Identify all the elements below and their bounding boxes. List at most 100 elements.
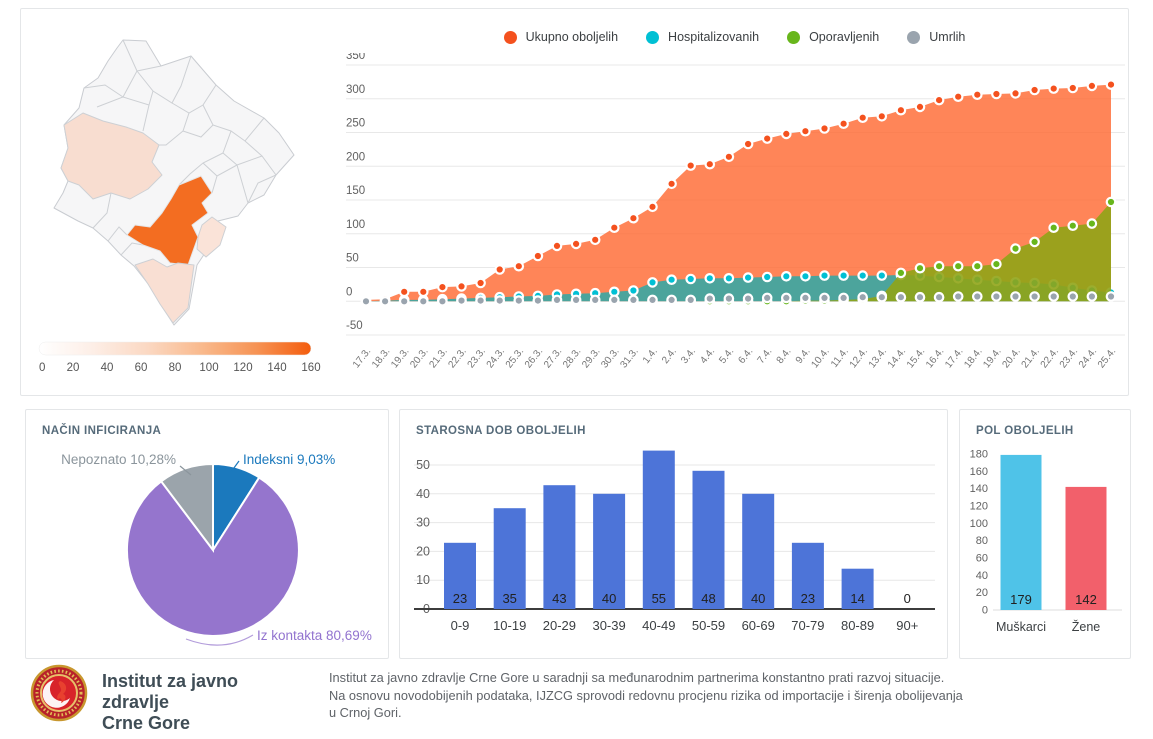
data-point: [723, 273, 735, 284]
x-axis-category-label: 20-29: [543, 618, 576, 633]
institute-name-line1: Institut za javno zdravlje: [102, 671, 239, 712]
data-point: [876, 110, 888, 122]
color-scale-tick: 80: [169, 362, 182, 374]
x-axis-label: 23.3.: [466, 346, 488, 370]
data-point: [857, 112, 868, 123]
map-region-bar-ulcinj[interactable]: [134, 258, 195, 324]
legend-dot: [503, 30, 517, 44]
data-point: [838, 292, 849, 304]
data-point: [895, 267, 907, 279]
x-axis-label: 19.4.: [981, 346, 1003, 370]
data-point: [398, 296, 410, 307]
municipal-borders: [83, 39, 277, 256]
bar-60-69[interactable]: [742, 493, 775, 609]
data-point: [914, 101, 926, 113]
legend-dot: [646, 30, 660, 44]
map-region-podgorica[interactable]: [126, 175, 213, 266]
data-point: [800, 125, 811, 137]
pie-slice-iz-kontakta[interactable]: [125, 476, 300, 637]
institute-description: Institut za javno zdravlje Crne Gore u s…: [329, 664, 963, 722]
color-scale-tick: 140: [267, 362, 286, 374]
y-axis-label: 0: [346, 286, 352, 298]
bar-value-label: 0: [904, 591, 911, 606]
data-point: [1086, 80, 1098, 92]
x-axis-label: 2.4.: [660, 346, 679, 366]
data-point: [418, 286, 429, 298]
x-axis-label: 14.4.: [886, 346, 908, 370]
bar-value-label: 55: [652, 591, 666, 606]
data-point: [933, 291, 945, 303]
x-axis-category-label: 50-59: [692, 618, 725, 633]
color-scale-tick: 60: [135, 362, 148, 374]
data-point: [971, 291, 983, 302]
data-point: [1067, 82, 1079, 94]
data-point: [1048, 83, 1059, 94]
data-point: [1010, 243, 1021, 254]
data-point: [1105, 196, 1117, 208]
data-point: [1086, 291, 1098, 302]
bar-value-label: 23: [453, 591, 467, 606]
data-point: [819, 270, 830, 281]
y-axis-label: 50: [346, 253, 359, 265]
data-point: [971, 260, 983, 272]
bar-70-79[interactable]: [791, 542, 824, 609]
y-axis-label: 140: [970, 483, 988, 495]
data-point: [895, 104, 907, 116]
data-point: [761, 292, 773, 304]
bar-10-19[interactable]: [493, 508, 526, 609]
data-point: [666, 178, 677, 190]
infection-mode-title: NAČIN INFICIRANJA: [42, 425, 162, 437]
bar-80-89[interactable]: [841, 568, 874, 609]
data-point: [456, 281, 467, 292]
pie-slice-nepoznato[interactable]: [159, 462, 214, 553]
legend-item[interactable]: Hospitalizovanih: [646, 30, 759, 44]
data-point: [1029, 236, 1040, 248]
data-point: [704, 158, 716, 170]
legend-item[interactable]: Ukupno oboljelih: [503, 30, 618, 44]
bar-value-label: 43: [552, 591, 566, 606]
x-axis-category-label: 90+: [896, 618, 918, 633]
data-point: [647, 294, 658, 306]
data-point: [742, 293, 754, 304]
pie-label-indeksni: Indeksni 9,03%: [243, 452, 335, 467]
data-point: [914, 262, 926, 274]
data-point: [628, 285, 639, 296]
data-point: [1048, 222, 1059, 233]
chart-legend: Ukupno oboljelih Hospitalizovanih Oporavlj…: [339, 21, 1130, 53]
data-point: [628, 294, 639, 306]
footer: Institut za javno zdravlje Crne Gore Ins…: [30, 664, 963, 734]
y-axis-label: -50: [346, 320, 363, 332]
x-axis-label: 10.4.: [809, 346, 831, 370]
data-point: [1010, 88, 1021, 99]
x-axis-category-label: 30-39: [592, 618, 625, 633]
x-axis-label: 20.4.: [1000, 346, 1022, 370]
bar-0-9[interactable]: [444, 542, 476, 609]
map-region-tuzi[interactable]: [196, 216, 227, 258]
bar-muškarci[interactable]: [1000, 454, 1042, 610]
legend-item[interactable]: Umrlih: [907, 30, 965, 44]
x-axis-label: 26.3.: [523, 346, 545, 370]
montenegro-map: [53, 39, 295, 326]
y-axis-label: 100: [346, 219, 365, 231]
age-bar-chart: 0 10 20 30 40 50 23 0-9 35 10-19 43 20-29 40 30-39 55 4…: [414, 450, 935, 633]
map-region-niksic[interactable]: [60, 112, 163, 200]
label-leader-line: [185, 634, 254, 646]
x-axis-label: 27.3.: [542, 346, 564, 370]
data-point: [628, 212, 639, 224]
x-axis-label: 12.4.: [848, 346, 870, 370]
y-axis-label: 30: [416, 516, 430, 530]
x-axis-label: 28.3.: [561, 346, 583, 370]
bar-40-49[interactable]: [642, 450, 675, 609]
bar-žene[interactable]: [1065, 486, 1107, 610]
data-point: [952, 260, 964, 272]
data-point: [570, 294, 582, 306]
data-point: [876, 291, 888, 303]
data-point: [838, 270, 849, 281]
bar-30-39[interactable]: [593, 493, 626, 609]
legend-label: Oporavljenih: [809, 30, 880, 44]
bar-50-59[interactable]: [692, 470, 725, 609]
legend-item[interactable]: Oporavljenih: [787, 30, 879, 44]
bar-20-29[interactable]: [543, 485, 576, 609]
y-axis-label: 180: [970, 449, 988, 461]
data-point: [513, 260, 525, 272]
